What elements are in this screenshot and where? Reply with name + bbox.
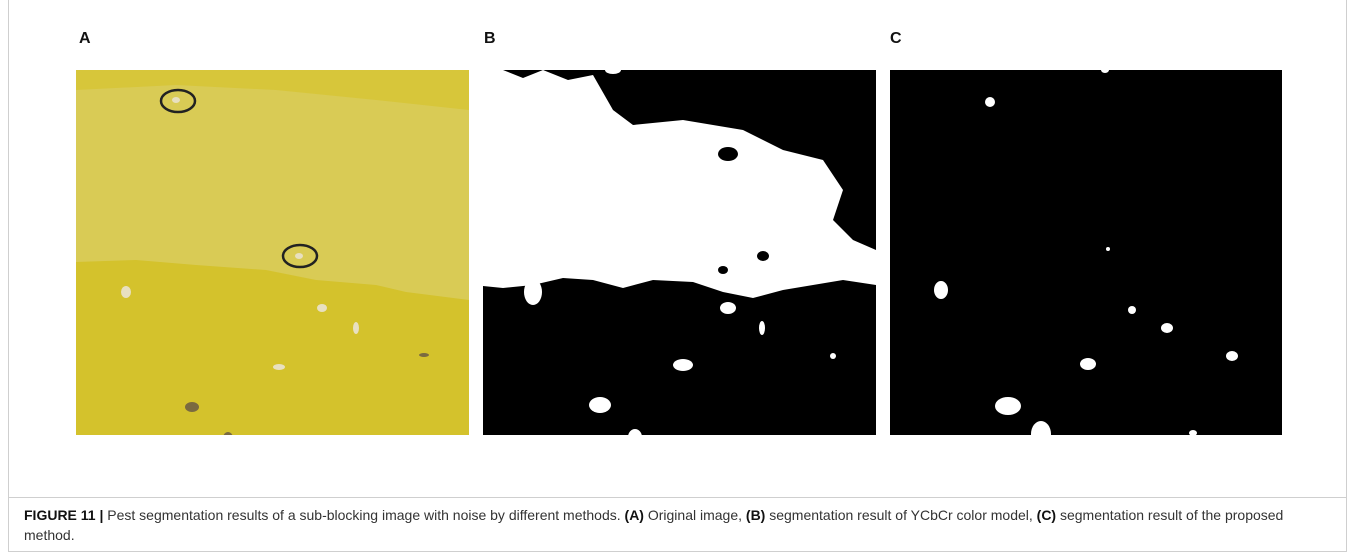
caption-label: FIGURE 11 | [24, 507, 103, 523]
caption-ref: (B) [746, 507, 765, 523]
figure-caption: FIGURE 11 | Pest segmentation results of… [24, 505, 1334, 545]
caption-text: segmentation result of YCbCr color model… [765, 507, 1036, 523]
page: A B C FIGURE 11 | Pest segmentation resu… [0, 0, 1355, 554]
caption-text: Original image, [644, 507, 746, 523]
caption-text: Pest segmentation results of a sub-block… [103, 507, 624, 523]
caption-ref: (A) [625, 507, 644, 523]
proposed-segmentation [890, 70, 1282, 435]
panel-label: C [890, 30, 902, 48]
caption-ref: (C) [1037, 507, 1056, 523]
panel-label: A [79, 30, 91, 48]
panel-label: B [484, 30, 496, 48]
ycbcr-segmentation [483, 70, 876, 435]
original-image [76, 70, 469, 435]
caption-separator [8, 497, 1347, 498]
